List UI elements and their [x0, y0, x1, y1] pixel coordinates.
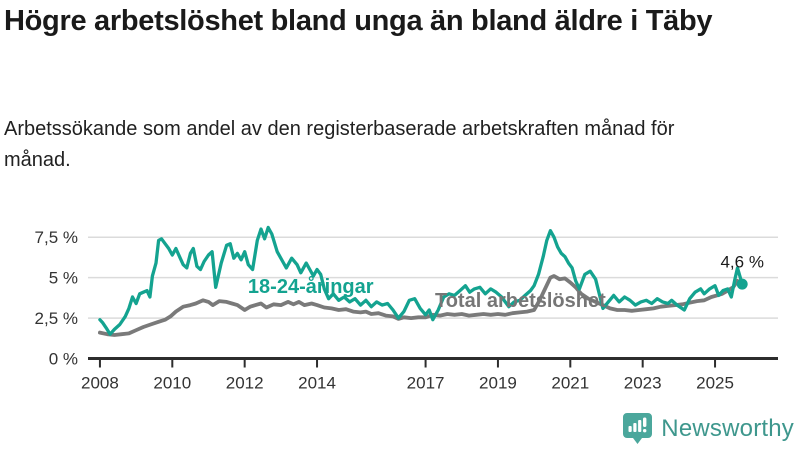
x-tick-label: 2014 [298, 374, 336, 393]
newsworthy-branding: Newsworthy [622, 412, 794, 446]
page-title: Högre arbetslöshet bland unga än bland ä… [4, 5, 713, 37]
x-tick-label: 2012 [226, 374, 264, 393]
bar-small [628, 426, 632, 432]
series-line-18-24-ringar [98, 225, 744, 336]
x-tick-label: 2023 [624, 374, 662, 393]
series-label-total-arbetsl-shet: Total arbetslöshet [435, 290, 606, 312]
x-tick-label: 2025 [696, 374, 734, 393]
y-tick-label: 2,5 % [35, 309, 78, 328]
series-label-18-24-ringar: 18-24-åringar [248, 275, 374, 298]
x-tick-label: 2010 [153, 374, 191, 393]
exclamation-dot [643, 429, 647, 433]
latest-value-annotation: 4,6 % [720, 253, 763, 272]
series-line-total-arbetsl-shet [98, 274, 745, 337]
bar-medium [633, 423, 637, 432]
x-tick-label: 2008 [81, 374, 119, 393]
y-tick-label: 5 % [49, 269, 78, 288]
newsworthy-wordmark: Newsworthy [661, 415, 794, 442]
y-tick-label: 7,5 % [35, 228, 78, 247]
x-tick-label: 2017 [407, 374, 445, 393]
bar-large [638, 420, 642, 432]
latest-value-dot [736, 278, 748, 290]
exclamation-stem [643, 417, 647, 427]
speech-bubble-shape [623, 413, 653, 444]
x-tick-label: 2019 [479, 374, 517, 393]
y-tick-label: 0 % [49, 350, 78, 369]
x-tick-label: 2021 [551, 374, 589, 393]
page-subtitle: Arbetssökande som andel av den registerb… [4, 118, 675, 171]
newsworthy-logo-icon [623, 413, 653, 444]
